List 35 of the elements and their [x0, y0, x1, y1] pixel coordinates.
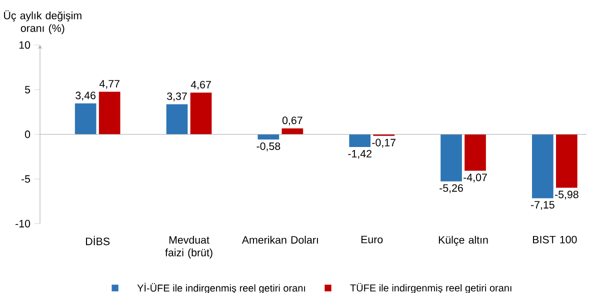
bar: [190, 92, 212, 134]
data-label: -1,42: [348, 150, 372, 159]
data-label: -4,07: [464, 174, 487, 182]
data-label: -5,26: [440, 184, 463, 194]
bar: [440, 134, 462, 182]
bar: [532, 134, 554, 198]
bar: [556, 134, 578, 188]
bar: [74, 103, 96, 134]
x-tick-label: Mevduat faizi (brüt): [165, 236, 212, 258]
bar: [98, 92, 120, 134]
data-label: -0,58: [256, 142, 280, 152]
bar: [166, 104, 188, 134]
data-label: 0,67: [282, 116, 302, 126]
y-tick-label: -5: [21, 175, 30, 183]
bar: [349, 134, 371, 148]
bar: [258, 134, 280, 140]
x-tick-label: Euro: [361, 236, 383, 244]
x-tick-label: Külçe altın: [438, 236, 488, 246]
data-label: 4,77: [99, 80, 120, 89]
y-tick-label: 5: [24, 86, 30, 94]
bar: [282, 128, 304, 134]
x-tick-label: DİBS: [86, 236, 110, 246]
data-label: -0,17: [372, 138, 396, 148]
x-tick-label: Amerikan Doları: [242, 236, 318, 244]
data-label: 4,67: [190, 80, 211, 90]
y-tick-label: 0: [24, 130, 30, 138]
data-label: -7,15: [531, 201, 554, 210]
bar: [464, 134, 486, 171]
data-label: 3,46: [76, 92, 96, 100]
y-tick-label: 10: [19, 41, 30, 49]
data-label: -5,98: [555, 190, 578, 200]
x-tick-label: BIST 100: [533, 236, 577, 244]
y-axis-title: Üç aylık değişim oranı (%): [4, 10, 82, 34]
y-tick-label: -10: [16, 220, 30, 228]
data-label: 3,37: [167, 92, 187, 102]
